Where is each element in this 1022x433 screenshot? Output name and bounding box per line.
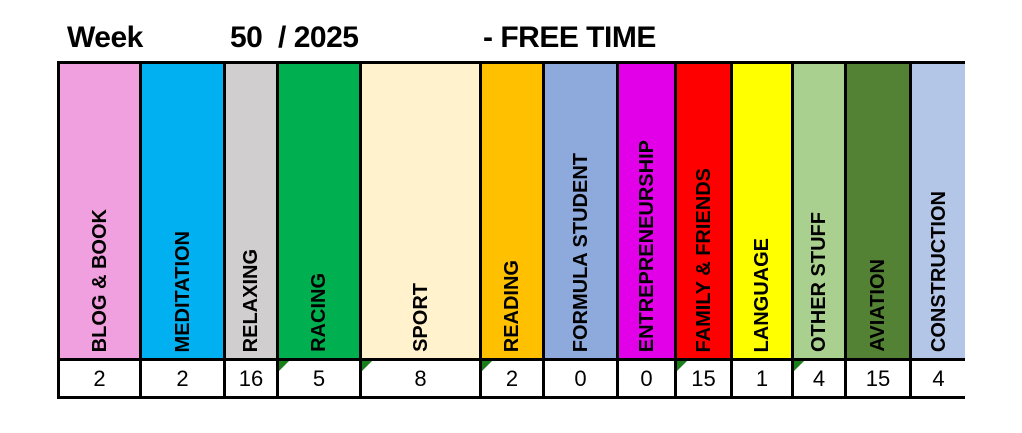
category-header-cell[interactable]: MEDITATION (142, 64, 223, 358)
category-column: OTHER STUFF 4 (794, 64, 844, 396)
category-label: FORMULA STUDENT (569, 152, 592, 352)
category-value-cell[interactable]: 15 (677, 361, 730, 396)
category-label: AVIATION (867, 259, 889, 352)
category-column: AVIATION 15 (847, 64, 909, 396)
category-label: CONSTRUCTION (927, 190, 950, 352)
category-value: 5 (312, 366, 326, 391)
comment-indicator-icon[interactable] (677, 361, 687, 371)
category-value: 8 (414, 366, 427, 391)
category-label: RACING (308, 273, 330, 352)
section-title: - FREE TIME (483, 21, 656, 54)
category-value: 15 (865, 366, 891, 391)
category-header-cell[interactable]: OTHER STUFF (794, 64, 844, 358)
category-label: BLOG & BOOK (88, 208, 111, 352)
category-column: ENTREPRENEURSHIP 0 (619, 64, 674, 396)
comment-indicator-icon[interactable] (794, 361, 804, 371)
category-value: 1 (755, 366, 769, 391)
category-label: READING (501, 259, 523, 352)
category-column: RELAXING 16 (226, 64, 276, 396)
category-value-cell[interactable]: 0 (619, 361, 674, 396)
category-value: 2 (93, 366, 106, 391)
category-value: 0 (574, 366, 587, 391)
category-label: SPORT (409, 283, 432, 352)
category-header-cell[interactable]: RACING (279, 64, 359, 358)
category-label: LANGUAGE (751, 237, 773, 352)
category-header-cell[interactable]: FAMILY & FRIENDS (677, 64, 730, 358)
comment-indicator-icon[interactable] (482, 361, 492, 371)
category-column: SPORT 8 (362, 64, 479, 396)
category-value-cell[interactable]: 16 (226, 361, 276, 396)
category-label: FAMILY & FRIENDS (692, 167, 715, 352)
category-value-cell[interactable]: 2 (60, 361, 139, 396)
category-header-cell[interactable]: CONSTRUCTION (912, 64, 965, 358)
week-label: Week (67, 21, 143, 54)
category-column: READING 2 (482, 64, 542, 396)
category-header-cell[interactable]: AVIATION (847, 64, 909, 358)
category-column: FORMULA STUDENT 0 (545, 64, 616, 396)
category-column: FAMILY & FRIENDS 15 (677, 64, 730, 396)
category-value-cell[interactable]: 8 (362, 361, 479, 396)
category-value-cell[interactable]: 15 (847, 361, 909, 396)
category-header-cell[interactable]: FORMULA STUDENT (545, 64, 616, 358)
category-column: BLOG & BOOK 2 (60, 64, 139, 396)
category-label: MEDITATION (171, 230, 194, 352)
category-value-cell[interactable]: 4 (794, 361, 844, 396)
category-value-cell[interactable]: 1 (733, 361, 791, 396)
category-label: RELAXING (240, 248, 262, 352)
category-header-cell[interactable]: BLOG & BOOK (60, 64, 139, 358)
free-time-table: BLOG & BOOK 2 MEDITATION 2 RELAXING 16 RACING 5… (57, 61, 965, 399)
category-label: ENTREPRENEURSHIP (635, 139, 658, 352)
category-value: 2 (176, 366, 189, 391)
category-value: 16 (238, 366, 264, 391)
category-value: 2 (505, 366, 519, 391)
category-column: LANGUAGE 1 (733, 64, 791, 396)
category-value-cell[interactable]: 2 (142, 361, 223, 396)
category-header-cell[interactable]: READING (482, 64, 542, 358)
category-value: 4 (932, 366, 945, 391)
category-value: 15 (691, 366, 716, 391)
category-value: 4 (812, 366, 826, 391)
category-header-cell[interactable]: RELAXING (226, 64, 276, 358)
category-value-cell[interactable]: 0 (545, 361, 616, 396)
comment-indicator-icon[interactable] (362, 361, 372, 371)
category-header-cell[interactable]: ENTREPRENEURSHIP (619, 64, 674, 358)
category-value-cell[interactable]: 5 (279, 361, 359, 396)
category-column: CONSTRUCTION 4 (912, 64, 965, 396)
week-year: 50 / 2025 (230, 21, 359, 54)
category-value-cell[interactable]: 2 (482, 361, 542, 396)
category-header-cell[interactable]: SPORT (362, 64, 479, 358)
category-label: OTHER STUFF (808, 212, 830, 352)
category-column: MEDITATION 2 (142, 64, 223, 396)
comment-indicator-icon[interactable] (279, 361, 289, 371)
category-column: RACING 5 (279, 64, 359, 396)
category-header-cell[interactable]: LANGUAGE (733, 64, 791, 358)
category-value: 0 (640, 366, 653, 391)
category-value-cell[interactable]: 4 (912, 361, 965, 396)
